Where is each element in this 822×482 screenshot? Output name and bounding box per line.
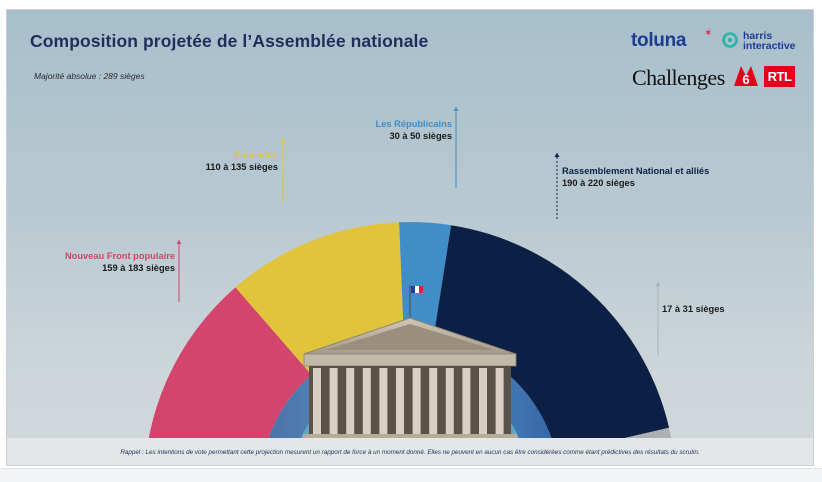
entablature bbox=[303, 353, 517, 367]
leader-arrow-les-republicains bbox=[453, 107, 459, 111]
column bbox=[329, 368, 338, 438]
m6-logo-text: 6 bbox=[742, 72, 749, 87]
flag-red bbox=[419, 286, 423, 293]
harris-interactive-logo: harris interactive bbox=[743, 30, 796, 52]
disclaimer-text: Rappel : Les intentions de vote permetta… bbox=[120, 449, 700, 456]
column bbox=[462, 368, 471, 438]
seat-segment-nouveau-front-populaire bbox=[145, 287, 312, 465]
challenges-logo: Challenges bbox=[632, 65, 725, 90]
series-label-rassemblement-national-et-allies: Rassemblement National et alliés 190 à 22… bbox=[562, 165, 732, 189]
harris-word: harris bbox=[743, 30, 773, 42]
column bbox=[429, 368, 438, 438]
column bbox=[379, 368, 388, 438]
page-title: Composition projetée de l’Assemblée nati… bbox=[30, 31, 429, 51]
colonnade-shadow bbox=[309, 366, 511, 438]
leader-arrow-rassemblement-national-et-allies bbox=[554, 153, 560, 157]
column bbox=[412, 368, 421, 438]
series-label-autres: Autres 17 à 31 sièges bbox=[662, 291, 752, 315]
m6-logo: 6 bbox=[734, 66, 758, 87]
column bbox=[346, 368, 355, 438]
building-base bbox=[303, 434, 517, 438]
toluna-star-icon: ✶ bbox=[704, 28, 713, 39]
series-name: Rassemblement National et alliés bbox=[562, 166, 710, 176]
footer-band bbox=[7, 438, 813, 465]
column bbox=[396, 368, 404, 438]
series-range: 159 à 183 sièges bbox=[102, 263, 175, 273]
rtl-logo: RTL bbox=[764, 66, 795, 87]
series-name: Autres bbox=[662, 292, 692, 302]
series-name: Nouveau Front populaire bbox=[64, 251, 175, 261]
series-label-nouveau-front-populaire: Nouveau Front populaire 159 à 183 sièges bbox=[55, 250, 175, 274]
series-range: 30 à 50 sièges bbox=[389, 131, 452, 141]
column bbox=[313, 368, 321, 438]
leader-arrow-nouveau-front-populaire bbox=[176, 240, 182, 244]
series-name: Ensemble bbox=[234, 150, 278, 160]
slide: Composition projetée de l’Assemblée nati… bbox=[6, 9, 814, 466]
bottom-strip bbox=[0, 468, 822, 482]
flag-white bbox=[415, 286, 419, 293]
column bbox=[495, 368, 504, 438]
leader-arrow-ensemble bbox=[280, 138, 286, 142]
series-name: Les Républicains bbox=[375, 119, 452, 129]
series-label-les-republicains: Les Républicains 30 à 50 sièges bbox=[349, 118, 452, 142]
pediment-relief bbox=[325, 324, 495, 350]
column bbox=[445, 368, 454, 438]
column bbox=[362, 368, 371, 438]
seat-segment-les-republicains bbox=[399, 222, 452, 340]
series-label-ensemble: Ensemble 110 à 135 sièges bbox=[190, 149, 278, 173]
series-range: 110 à 135 sièges bbox=[205, 162, 278, 172]
series-range: 190 à 220 sièges bbox=[562, 178, 635, 188]
harris-interactive-mark-icon bbox=[722, 32, 738, 48]
flag-blue bbox=[411, 286, 415, 293]
assemblee-building-image bbox=[303, 285, 517, 438]
column bbox=[479, 368, 487, 438]
toluna-logo: toluna bbox=[631, 30, 687, 51]
series-range: 17 à 31 sièges bbox=[662, 304, 725, 314]
majority-note: Majorité absolue : 289 sièges bbox=[34, 71, 145, 81]
leader-arrow-autres bbox=[655, 282, 661, 286]
interactive-word: interactive bbox=[743, 40, 796, 52]
seat-segment-rassemblement-national-et-allies bbox=[433, 225, 670, 454]
